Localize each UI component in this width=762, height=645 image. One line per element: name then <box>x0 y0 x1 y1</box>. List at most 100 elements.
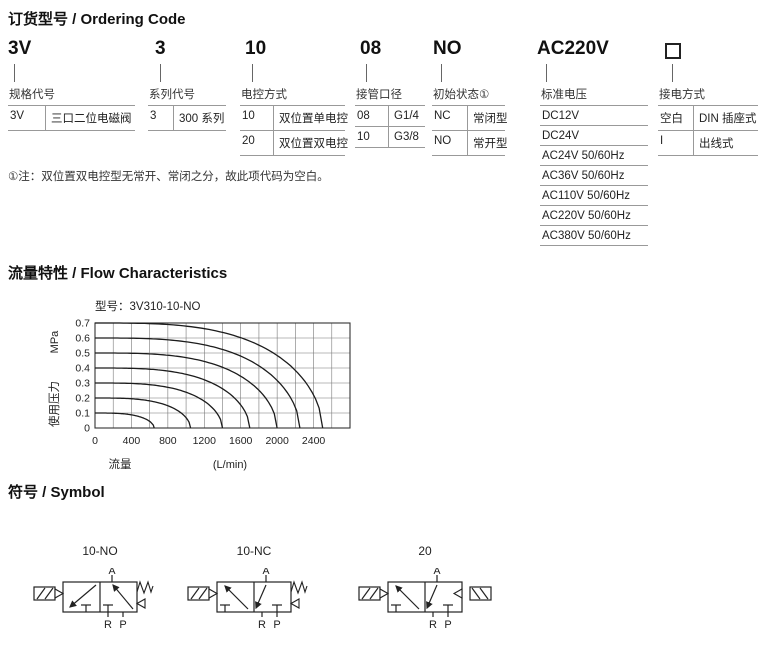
ordering-code-value <box>665 38 681 64</box>
symbol-label: 10-NC <box>236 544 272 558</box>
valve-symbol-10-NC: A R P <box>187 568 308 631</box>
table-row: I 出线式 <box>658 131 758 156</box>
solenoid-hatch <box>198 587 208 600</box>
table-row: NC 常闭型 <box>432 106 508 131</box>
ordering-heading: 订货型号 / Ordering Code <box>8 11 186 28</box>
chart-title: 型号：3V310-10-NO <box>95 299 201 313</box>
code-connector-line <box>672 64 673 82</box>
code-connector-line <box>366 64 367 82</box>
table-cell-desc: 三口二位电磁阀 <box>51 113 132 125</box>
ordering-group-4: 08 <box>355 38 381 64</box>
y-axis-unit: MPa <box>49 330 61 354</box>
flow-curve <box>95 337 301 429</box>
solenoid-coil-box <box>469 586 492 601</box>
ordering-table-1: 规格代号 3V 三口二位电磁阀 <box>8 86 135 131</box>
ordering-code-value: NO <box>433 38 462 59</box>
solenoid-hatch <box>36 587 46 600</box>
pilot-exhaust-triangle <box>135 598 146 609</box>
port-p-label: P <box>444 619 451 631</box>
pilot-exhaust-triangle <box>289 598 300 609</box>
y-tick-label: 0 <box>84 423 90 435</box>
valve-symbol-10-NO: A R P <box>33 568 154 631</box>
table-row: AC110V 50/60Hz <box>540 186 648 206</box>
return-spring <box>136 580 154 595</box>
table-cell-code: 3 <box>148 106 174 130</box>
table-cell-desc: 常开型 <box>473 138 508 150</box>
solenoid-hatch <box>361 587 371 600</box>
port-p-label: P <box>119 619 126 631</box>
ordering-code-value: 3V <box>8 38 32 59</box>
table-cell-code: 空白 <box>658 106 694 130</box>
ordering-note: ①注：双位置双电控型无常开、常闭之分，故此项代码为空白。 <box>8 171 329 183</box>
x-tick-label: 1200 <box>193 435 217 447</box>
ordering-table-6: 标准电压 DC12V DC24V AC24V 50/60Hz AC36V 50/60Hz… <box>540 86 648 246</box>
flow-curve <box>95 382 224 429</box>
code-connector-line <box>160 64 161 82</box>
table-cell-desc: G1/4 <box>394 110 419 122</box>
port-a-label: A <box>108 568 115 577</box>
table-row: 3V 三口二位电磁阀 <box>8 106 135 131</box>
table-cell-code: 08 <box>355 106 389 126</box>
y-tick-label: 0.1 <box>75 408 90 420</box>
table-row: AC24V 50/60Hz <box>540 146 648 166</box>
table-row: NO 常开型 <box>432 131 508 156</box>
ordering-table-header: 接管口径 <box>355 86 425 106</box>
ordering-table-7: 接电方式 空白 DIN 插座式 I 出线式 <box>658 86 758 156</box>
table-row: 空白 DIN 插座式 <box>658 106 758 131</box>
table-row: DC12V <box>540 106 648 126</box>
table-row: AC380V 50/60Hz <box>540 226 648 246</box>
port-r-label: R <box>104 619 112 631</box>
port-r-label: R <box>258 619 266 631</box>
table-row: 3 300 系列 <box>148 106 226 131</box>
y-tick-label: 0.6 <box>75 333 90 345</box>
table-row: AC220V 50/60Hz <box>540 206 648 226</box>
ordering-group-7 <box>658 38 681 64</box>
x-axis-unit: (L/min) <box>213 459 247 471</box>
x-tick-label: 2400 <box>302 435 326 447</box>
table-row: DC24V <box>540 126 648 146</box>
y-tick-label: 0.2 <box>75 393 90 405</box>
code-connector-line <box>441 64 442 82</box>
code-connector-line <box>14 64 15 82</box>
table-row: 10 双位置单电控 <box>240 106 348 131</box>
table-cell-code: I <box>658 131 694 155</box>
y-tick-label: 0.4 <box>75 363 90 375</box>
x-tick-label: 2000 <box>265 435 289 447</box>
ordering-code-value: AC220V <box>537 38 609 59</box>
flow-curve <box>95 367 251 429</box>
blank-code-box <box>665 43 681 59</box>
solenoid-hatch <box>479 587 489 600</box>
table-cell-desc: DIN 插座式 <box>699 113 757 125</box>
table-cell-code: 10 <box>240 106 274 130</box>
return-spring <box>290 580 308 595</box>
flow-path-arrow <box>426 584 438 610</box>
ordering-table-header: 标准电压 <box>540 86 648 106</box>
ordering-table-header: 初始状态① <box>432 86 505 106</box>
flow-path-arrow <box>255 584 267 610</box>
valve-symbol-20: A R P <box>358 568 492 631</box>
flow-curve <box>95 397 192 429</box>
table-cell-code: 3V <box>8 106 46 130</box>
ordering-group-1: 3V <box>8 38 31 64</box>
flow-path-arrow <box>395 585 420 610</box>
ordering-table-2: 系列代号 3 300 系列 <box>148 86 226 131</box>
port-r-label: R <box>429 619 437 631</box>
flow-curve <box>95 352 278 429</box>
ordering-table-header: 接电方式 <box>658 86 758 106</box>
flow-path-arrow <box>69 584 97 608</box>
flow-curve <box>95 412 155 429</box>
solenoid-hatch <box>471 587 481 600</box>
table-row: AC36V 50/60Hz <box>540 166 648 186</box>
flow-heading: 流量特性 / Flow Characteristics <box>8 265 228 282</box>
ordering-table-3: 电控方式 10 双位置单电控 20 双位置双电控 <box>240 86 348 156</box>
x-tick-label: 1600 <box>229 435 253 447</box>
table-cell-code: NC <box>432 106 468 130</box>
y-axis-label: 使用压力 <box>47 381 61 427</box>
port-p-label: P <box>273 619 280 631</box>
solenoid-hatch <box>190 587 200 600</box>
table-row: 08 G1/4 <box>355 106 425 127</box>
solenoid-hatch <box>369 587 379 600</box>
ordering-table-5: 初始状态① NC 常闭型 NO 常开型 <box>432 86 508 156</box>
flow-characteristics-chart: 型号：3V310-10-NO 0.7 0.6 0.5 0.4 0.3 0.2 0.1 00 400… <box>47 299 351 471</box>
